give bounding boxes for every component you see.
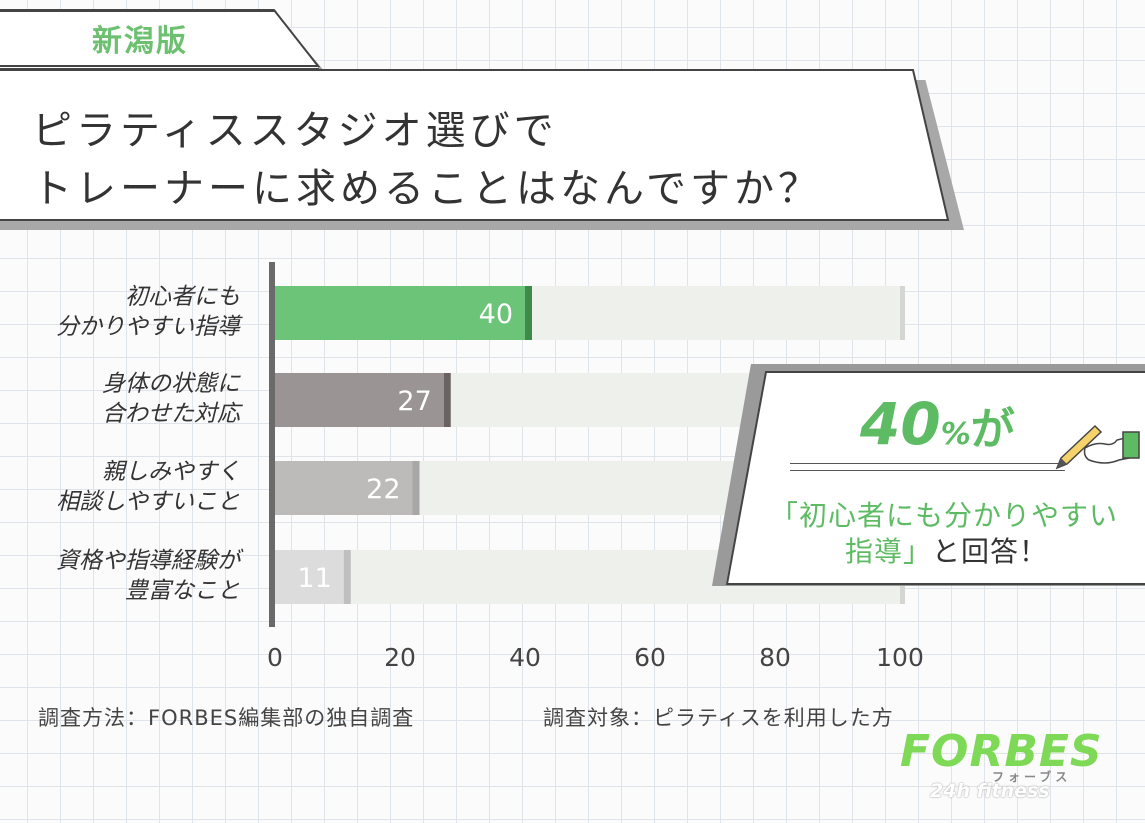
y-axis-line xyxy=(269,262,275,627)
bar-track-edge xyxy=(900,286,905,340)
bar xyxy=(275,550,344,604)
callout-double-rule xyxy=(790,463,1065,471)
bar-value-label: 27 xyxy=(397,386,431,417)
x-tick-label: 0 xyxy=(267,643,283,672)
category-label: 豊富なこと xyxy=(125,578,240,604)
bar-edge xyxy=(343,550,351,604)
category-label: 合わせた対応 xyxy=(102,401,243,427)
callout-text-line-2: 指導」と回答！ xyxy=(845,530,1048,570)
callout-text-line-1: 「初心者にも分かりやすい xyxy=(770,499,1119,532)
bar-edge xyxy=(443,373,451,427)
x-tick-label: 80 xyxy=(759,643,791,672)
bar xyxy=(275,373,444,427)
bar xyxy=(275,286,525,340)
callout-headline: 40%が xyxy=(860,390,1015,458)
category-label: 資格や指導経験が xyxy=(56,548,244,574)
logo-subtitle: 24h fitness xyxy=(930,780,1050,802)
callout-text-dark: と回答！ xyxy=(932,535,1049,568)
category-label: 身体の状態に xyxy=(102,371,241,397)
x-tick-label: 60 xyxy=(634,643,666,672)
survey-target-note: 調査対象：ピラティスを利用した方 xyxy=(543,706,894,730)
x-tick-label: 40 xyxy=(509,643,541,672)
x-tick-label: 100 xyxy=(876,643,924,672)
callout-number: 40 xyxy=(860,390,941,458)
logo-kana: フォーブス xyxy=(992,770,1072,784)
page-title-line-1: ピラティススタジオ選びで xyxy=(32,108,558,154)
x-tick-label: 20 xyxy=(384,643,416,672)
bar-edge xyxy=(525,286,532,340)
page-title-line-2: トレーナーに求めることはなんですか？ xyxy=(32,166,822,212)
brand-logo: FORBES フォーブス 24h fitness xyxy=(900,726,1103,803)
bar-value-label: 11 xyxy=(297,563,331,594)
logo-wordmark: FORBES xyxy=(900,726,1103,777)
category-label: 分かりやすい指導 xyxy=(56,314,243,340)
bar xyxy=(275,461,413,515)
category-label: 親しみやすく xyxy=(102,459,240,485)
callout-suffix: が xyxy=(970,404,1015,455)
bar-value-label: 40 xyxy=(479,299,513,330)
bar-value-label: 22 xyxy=(366,474,400,505)
callout-text-green: 指導」 xyxy=(845,535,933,568)
hand-pencil-icon xyxy=(1055,424,1140,470)
category-label: 相談しやすいこと xyxy=(56,489,240,515)
survey-method-note: 調査方法：FORBES編集部の独自調査 xyxy=(38,706,415,730)
bar-edge xyxy=(412,461,420,515)
category-label: 初心者にも xyxy=(125,284,240,310)
callout-percent: % xyxy=(940,417,971,452)
